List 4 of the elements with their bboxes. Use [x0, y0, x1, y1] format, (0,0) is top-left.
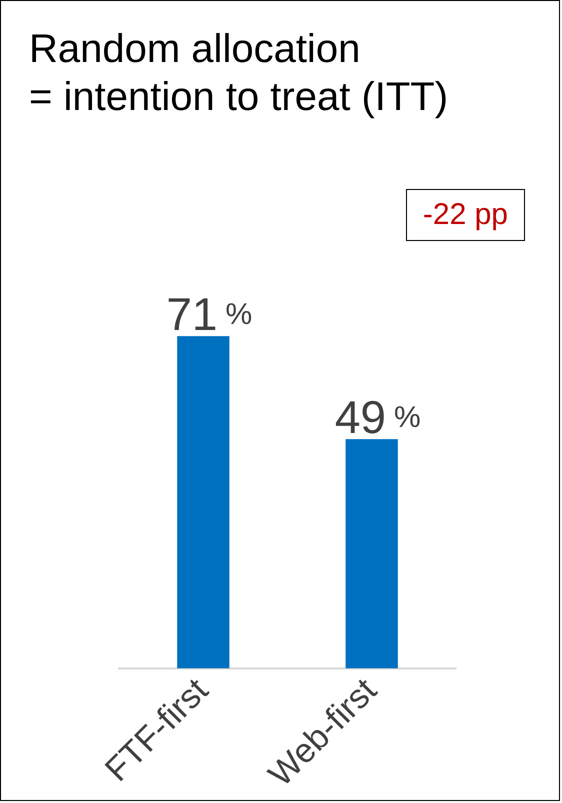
text: -22 pp — [406, 189, 525, 241]
data-label: 49 % — [334, 391, 421, 444]
chart-title: Random allocation = intention to treat (ITT) — [29, 26, 448, 121]
data-label: 71 % — [166, 288, 252, 340]
